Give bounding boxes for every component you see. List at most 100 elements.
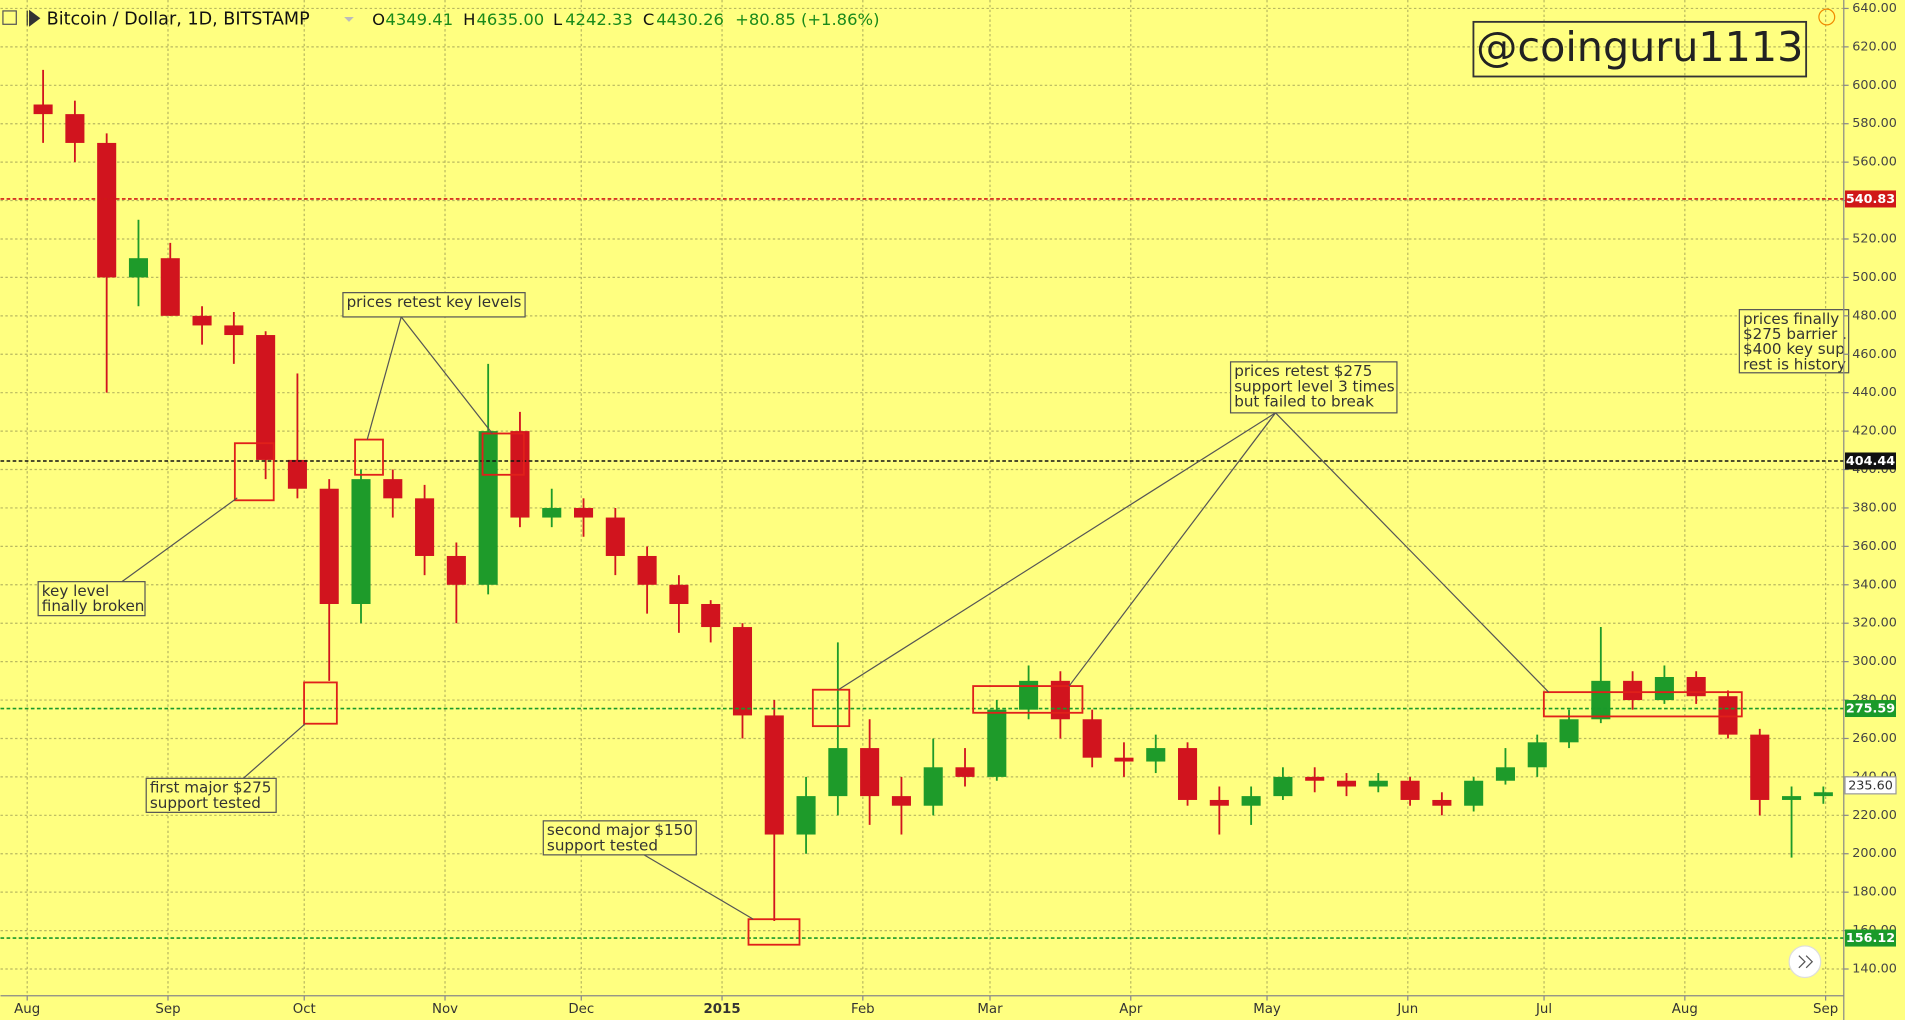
candle-body: [319, 488, 339, 604]
grid: [0, 0, 1844, 996]
annotation-box: [542, 820, 697, 856]
annotation-connector: [1275, 412, 1550, 693]
last-price-tag: [1844, 776, 1897, 795]
y-tick-label: 360.00: [1852, 539, 1897, 554]
price-tag-label: 156.12: [1846, 931, 1895, 946]
y-tick-label: 200.00: [1852, 846, 1897, 861]
candle-body: [1654, 677, 1674, 701]
price-tag-label: 404.44: [1846, 454, 1895, 469]
y-tick-label: 300.00: [1852, 654, 1897, 669]
candle-body: [1686, 677, 1706, 697]
ohlc-value: 4635.00: [477, 10, 545, 29]
annotation-box: [145, 777, 277, 813]
candle-body: [415, 498, 435, 556]
candle-body: [1527, 742, 1547, 768]
candle-body: [1241, 796, 1261, 806]
annotation-text: but failed to break: [1234, 392, 1374, 410]
candle-body: [224, 325, 244, 336]
candle-body: [351, 479, 371, 604]
candle-body: [955, 767, 975, 777]
annotation-box: [37, 581, 146, 617]
ohlc-value: 4430.26: [656, 10, 724, 29]
y-tick-label: 220.00: [1852, 808, 1897, 823]
zone-box: [481, 432, 525, 476]
dropdown-icon[interactable]: [344, 17, 354, 22]
x-tick-label: Feb: [851, 1002, 875, 1017]
symbol-title[interactable]: Bitcoin / Dollar, 1D, BITSTAMP: [47, 9, 310, 29]
x-tick-label: Apr: [1119, 1002, 1143, 1017]
candle-body: [160, 258, 180, 316]
x-tick-label: Mar: [977, 1002, 1003, 1017]
candle-body: [732, 627, 753, 716]
candle-body: [97, 142, 117, 278]
ohlc-legend: O 4349.41 H 4635.00 L 4242.33 C 4430.26 …: [372, 10, 879, 29]
ohlc-label: C: [643, 10, 654, 29]
candle-body: [1750, 734, 1770, 800]
candle-body: [669, 584, 689, 604]
ohlc-label: L: [553, 10, 563, 29]
candle-body: [1623, 680, 1643, 701]
annotation-text: support tested: [150, 794, 261, 812]
scroll-icon: [1798, 955, 1814, 969]
zone-box: [811, 688, 851, 728]
zone-box: [747, 918, 801, 946]
candle-body: [542, 507, 562, 518]
plot: [33, 69, 1833, 921]
zone-box: [354, 438, 384, 476]
candle-body: [1019, 680, 1039, 710]
y-tick-label: 480.00: [1852, 308, 1897, 323]
candle-body: [192, 315, 212, 326]
candle-body: [1082, 719, 1102, 758]
x-tick-label: Jun: [1396, 1002, 1418, 1017]
y-tick-label: 420.00: [1852, 424, 1897, 439]
ohlc-label: H: [463, 10, 475, 29]
x-tick-label: Oct: [293, 1002, 316, 1017]
annotation-text: support tested: [547, 836, 658, 854]
y-tick-label: 180.00: [1852, 885, 1897, 900]
candle-body: [1495, 767, 1515, 781]
candle-body: [33, 104, 53, 115]
y-tick-label: 500.00: [1852, 270, 1897, 285]
y-tick-label: 580.00: [1852, 116, 1897, 131]
candle-body: [796, 796, 816, 835]
y-tick-label: 600.00: [1852, 78, 1897, 93]
annotation-connector: [1068, 412, 1276, 687]
y-tick-label: 620.00: [1852, 39, 1897, 54]
annotation-connector: [400, 316, 493, 434]
candle-body: [1813, 792, 1833, 797]
x-tick-label: Nov: [432, 1002, 458, 1017]
ohlc-value: 4242.33: [565, 10, 633, 29]
candle-body: [1559, 719, 1579, 743]
candle-body: [65, 114, 85, 143]
annotation-box: [1738, 309, 1850, 374]
price-tag: [1845, 190, 1896, 208]
watermark: @coinguru1113: [1476, 23, 1803, 71]
crosshair-icon[interactable]: [2, 10, 17, 25]
candle-body: [1273, 776, 1293, 797]
y-tick-label: 140.00: [1852, 962, 1897, 977]
candle-body: [1368, 780, 1388, 787]
zone-box: [1542, 691, 1743, 718]
annotation-connector: [242, 723, 306, 779]
y-tick-label: 320.00: [1852, 616, 1897, 631]
watermark-box: [1472, 20, 1808, 78]
candle-body: [1114, 757, 1134, 762]
y-tick-label: 520.00: [1852, 231, 1897, 246]
candle-body: [1209, 799, 1229, 806]
candle-body: [923, 767, 943, 806]
y-tick-label: 260.00: [1852, 731, 1897, 746]
last-price-label: 235.60: [1848, 778, 1893, 793]
candle-body: [1400, 780, 1420, 800]
annotation-connector: [121, 497, 238, 583]
annotation-connector: [643, 854, 754, 920]
annotation-text: $400 key sup: [1743, 340, 1845, 358]
candle-body: [1464, 780, 1484, 806]
alert-icon[interactable]: [1818, 8, 1836, 26]
candle-body: [446, 555, 466, 585]
zone-box: [972, 685, 1084, 714]
candle-body: [478, 431, 498, 585]
price-tag-label: 540.83: [1846, 192, 1895, 207]
ohlc-value: 4349.41: [385, 10, 453, 29]
